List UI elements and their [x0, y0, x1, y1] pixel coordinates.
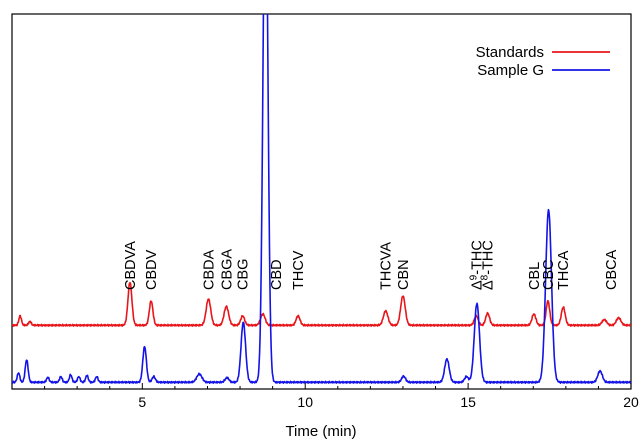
- x-tick-label: 5: [138, 394, 146, 410]
- peak-label: THCVA: [379, 242, 395, 290]
- x-tick-label: 10: [297, 394, 313, 410]
- peak-label: CBCA: [604, 249, 620, 290]
- trace-standards: [12, 281, 631, 327]
- peak-labels: CBDVA CBDV CBDA CBGA CBG CBD THCV THCVA CBN Δ9-TH…: [123, 240, 620, 290]
- x-axis-title: Time (min): [285, 423, 356, 440]
- peak-label: CBC: [541, 259, 557, 290]
- peak-label: CBN: [396, 259, 412, 290]
- peak-label: CBDV: [144, 249, 160, 290]
- peak-label: CBL: [527, 262, 543, 290]
- peak-label: CBDVA: [123, 241, 139, 290]
- legend-label: Standards: [476, 44, 544, 61]
- peak-label: CBDA: [202, 249, 218, 290]
- peak-label: THCA: [556, 250, 572, 290]
- x-tick-label: 20: [623, 394, 639, 410]
- peak-label: CBD: [269, 259, 285, 290]
- legend-label: Sample G: [477, 62, 544, 79]
- peak-label: CBGA: [219, 249, 235, 290]
- x-axis-tick-labels: 5 10 15 20: [138, 394, 639, 410]
- x-axis-ticks: [44, 383, 632, 389]
- x-tick-label: 15: [460, 394, 476, 410]
- peak-label: Δ8-THC: [480, 240, 497, 290]
- plot-frame: [11, 13, 632, 390]
- trace-sample-g: [12, 14, 631, 384]
- peak-label: CBG: [236, 259, 252, 290]
- peak-label: THCV: [291, 250, 307, 290]
- traces: [12, 14, 631, 384]
